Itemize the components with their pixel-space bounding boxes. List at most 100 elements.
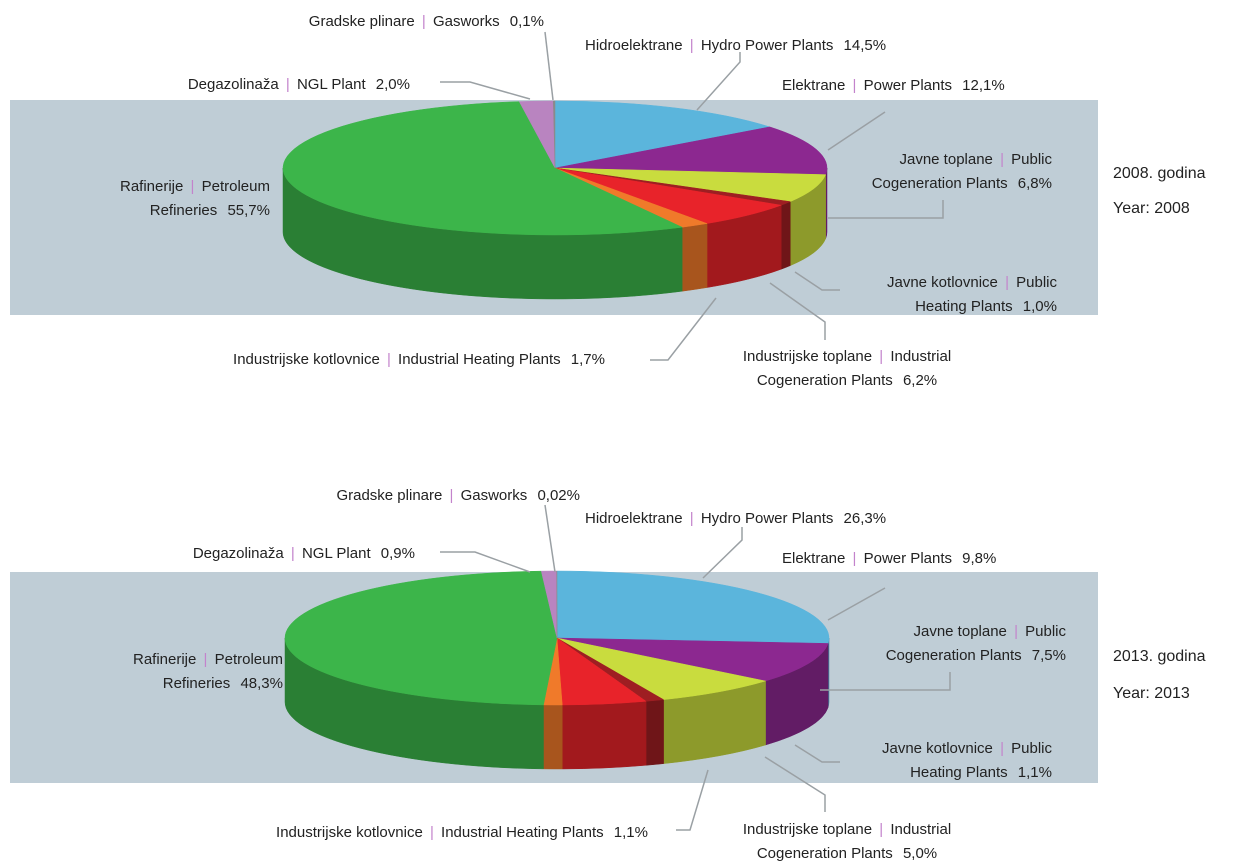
value-label: 0,02% — [537, 487, 580, 504]
label-hr: Degazolinaža — [187, 76, 279, 93]
label-hr: Elektrane — [782, 77, 846, 94]
value-label: 1,1% — [613, 824, 648, 841]
leader-line — [794, 271, 840, 291]
slice-label: Industrijske kotlovnice | Industrial Hea… — [233, 348, 605, 372]
value-label: 48,3% — [240, 675, 283, 692]
pie-side — [681, 223, 708, 292]
slice-label: Javne kotlovnice | Public Heating Plants… — [857, 271, 1057, 319]
leader-line — [544, 31, 554, 101]
label-en: Hydro Power Plants — [700, 510, 834, 527]
label-hr: Gradske plinare — [308, 13, 415, 30]
annotation-text: Year: 2013 — [1113, 685, 1190, 702]
leader-line — [702, 527, 743, 579]
year-annotation: Year: 2013 — [1113, 684, 1190, 704]
label-en: Public Cogeneration Plants — [885, 623, 1066, 664]
pie-side — [543, 704, 563, 770]
label-en: Hydro Power Plants — [700, 37, 834, 54]
value-label: 14,5% — [843, 37, 887, 54]
slice-label: Degazolinaža | NGL Plant 0,9% — [193, 542, 415, 566]
pie-side — [562, 701, 647, 770]
slice-label: Javne toplane | Public Cogeneration Plan… — [866, 620, 1066, 668]
label-separator: | — [386, 351, 391, 368]
slice-label: Rafinerije | Petroleum Refineries 55,7% — [90, 175, 270, 223]
pie-side — [780, 201, 791, 270]
slice-label: Rafinerije | Petroleum Refineries 48,3% — [103, 648, 283, 696]
pie-slice — [556, 570, 830, 644]
label-en: NGL Plant — [301, 545, 371, 562]
value-label: 1,1% — [1017, 764, 1052, 781]
label-hr: Industrijske toplane — [742, 821, 873, 838]
label-hr: Javne toplane — [899, 151, 993, 168]
pie-side — [645, 699, 664, 766]
label-en: Industrial Heating Plants — [441, 824, 604, 841]
label-en: Power Plants — [863, 550, 952, 567]
value-label: 6,2% — [902, 372, 938, 389]
value-label: 2,0% — [375, 76, 410, 93]
label-en: Public Heating Plants — [915, 274, 1057, 315]
label-en: Petroleum Refineries — [162, 651, 283, 692]
label-separator: | — [689, 37, 694, 54]
slice-label: Elektrane | Power Plants 12,1% — [782, 74, 1005, 98]
label-hr: Degazolinaža — [192, 545, 284, 562]
label-hr: Javne toplane — [913, 623, 1007, 640]
label-en: Industrial Heating Plants — [398, 351, 561, 368]
slice-label: Hidroelektrane | Hydro Power Plants 26,3… — [585, 507, 886, 531]
leader-line — [827, 587, 886, 621]
label-separator: | — [852, 550, 857, 567]
slice-label: Industrijske kotlovnice | Industrial Hea… — [276, 821, 648, 845]
label-separator: | — [1014, 623, 1018, 640]
value-label: 26,3% — [843, 510, 887, 527]
label-separator: | — [689, 510, 694, 527]
label-separator: | — [203, 651, 208, 668]
pie-slice — [556, 637, 829, 682]
value-label: 1,7% — [570, 351, 605, 368]
slice-label: Elektrane | Power Plants 9,8% — [782, 547, 996, 571]
leader-line — [794, 744, 840, 763]
label-hr: Gradske plinare — [336, 487, 443, 504]
label-separator: | — [290, 545, 295, 562]
pie-slice — [554, 126, 828, 175]
leader-line — [650, 297, 717, 361]
year-annotation: 2008. godina — [1113, 164, 1206, 184]
label-separator: | — [190, 178, 195, 195]
slice-label: Gradske plinare | Gasworks 0,1% — [309, 10, 544, 34]
leader-line — [764, 756, 826, 812]
pie-slice — [554, 167, 827, 202]
label-separator: | — [1005, 274, 1009, 291]
value-label: 55,7% — [227, 202, 270, 219]
leader-line — [820, 672, 951, 691]
pie-slice — [553, 100, 556, 169]
pie-slice — [282, 101, 684, 236]
pie-slice — [284, 570, 558, 706]
label-separator: | — [449, 487, 454, 504]
value-label: 12,1% — [962, 77, 1005, 94]
label-hr: Elektrane — [782, 550, 846, 567]
slice-label: Javne kotlovnice | Public Heating Plants… — [852, 737, 1052, 785]
label-hr: Javne kotlovnice — [886, 274, 998, 291]
leader-line — [440, 551, 531, 573]
value-label: 6,8% — [1017, 175, 1052, 192]
slice-label: Gradske plinare | Gasworks 0,02% — [336, 484, 580, 508]
leader-line — [769, 282, 826, 340]
leader-line — [696, 52, 741, 111]
label-separator: | — [1000, 740, 1004, 757]
label-en: Gasworks — [432, 13, 500, 30]
leader-line — [544, 504, 556, 573]
label-hr: Industrijske kotlovnice — [233, 351, 380, 368]
label-en: Industrial Cogeneration Plants — [756, 348, 952, 389]
label-en: Power Plants — [863, 77, 952, 94]
value-label: 0,9% — [380, 545, 415, 562]
annotation-text: 2008. godina — [1113, 165, 1206, 182]
slice-label: Degazolinaža | NGL Plant 2,0% — [188, 73, 410, 97]
label-hr: Hidroelektrane — [585, 37, 683, 54]
value-label: 0,1% — [509, 13, 544, 30]
pie-slice — [556, 637, 766, 700]
label-hr: Industrijske kotlovnice — [276, 824, 423, 841]
annotation-text: 2013. godina — [1113, 648, 1206, 665]
label-en: Public Heating Plants — [910, 740, 1052, 781]
pie-slice — [554, 100, 770, 169]
label-hr: Hidroelektrane — [585, 510, 683, 527]
value-label: 5,0% — [902, 845, 938, 862]
